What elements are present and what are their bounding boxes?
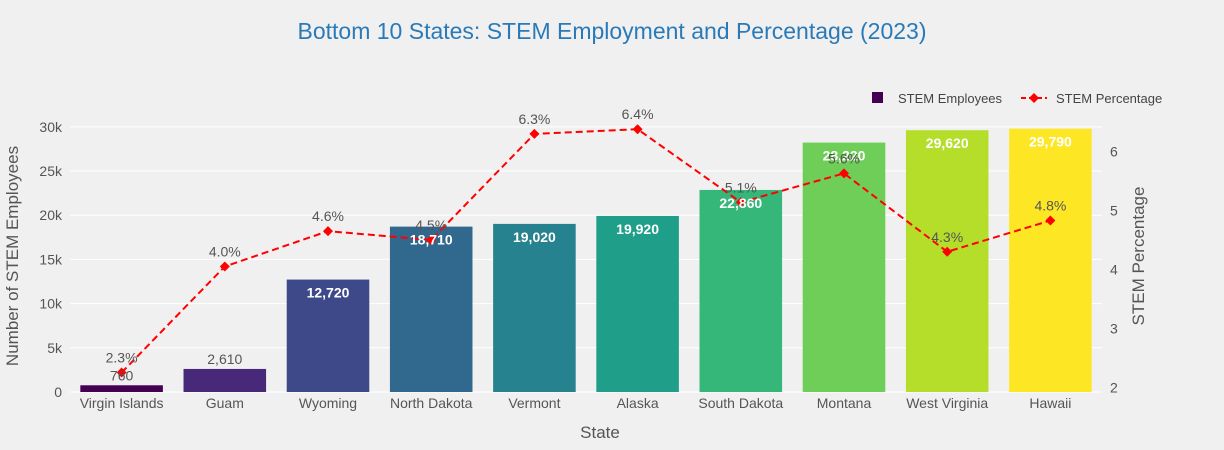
y2-axis-title: STEM Percentage [1129,187,1148,326]
percentage-point[interactable] [942,246,953,257]
legend-swatch-stem-employees [872,92,883,103]
y-tick-label: 25k [39,163,63,179]
percentage-point[interactable] [219,261,230,272]
bar[interactable] [286,279,370,392]
percentage-point[interactable] [323,226,333,237]
bar[interactable] [596,215,679,392]
legend-label-stem-employees: STEM Employees [898,91,1003,106]
legend-marker-stem-percentage [1029,93,1039,103]
y-tick-label: 5k [47,340,63,356]
x-tick-label: Wyoming [299,395,357,411]
percentage-point[interactable] [839,168,849,179]
bar[interactable] [389,226,473,392]
bar-value-label: 760 [110,367,134,383]
x-tick-label: West Virginia [906,395,988,411]
data-labels: 760 2,610 12,720 18,710 19,020 19,920 22,860 28… [106,106,1072,383]
bar[interactable] [80,385,163,392]
bar-value-label: 18,710 [410,232,453,248]
bar-value-label: 2,610 [207,351,242,367]
x-tick-label: Hawaii [1029,395,1071,411]
bar[interactable] [493,223,576,392]
bars [80,128,1092,393]
bar-value-label: 28,220 [823,148,866,164]
bar-value-label: 29,620 [926,135,969,151]
y-tick-label: 10k [39,296,63,312]
bar[interactable] [905,130,989,392]
y-tick-label: 15k [39,251,63,267]
percentage-value-label: 5.1% [725,179,757,195]
x-tick-label: North Dakota [390,395,473,411]
bar[interactable] [699,189,783,392]
percentage-point[interactable] [632,124,643,135]
bar[interactable] [183,368,267,392]
bar-value-label: 29,790 [1029,134,1072,150]
axes: 0 5k 10k 15k 20k 25k 30k 2 3 4 5 6 Virgin Islands Gua… [39,119,1118,411]
x-axis-title: State [580,423,620,442]
grid-lines [70,126,1102,393]
x-tick-label: Virgin Islands [80,395,164,411]
x-tick-label: Alaska [617,395,659,411]
bar-value-label: 19,920 [616,221,659,237]
y2-tick-label: 5 [1110,203,1118,219]
percentage-point[interactable] [426,234,437,245]
chart-title: Bottom 10 States: STEM Employment and Pe… [298,18,927,44]
percentage-point[interactable] [116,367,127,378]
y-tick-label: 30k [39,119,63,135]
percentage-value-label: 6.3% [518,111,550,127]
bar-value-label: 12,720 [307,285,350,301]
y2-tick-label: 4 [1110,261,1118,277]
percentage-value-label: 4.5% [415,217,447,233]
percentage-value-label: 4.0% [209,243,241,259]
percentage-line-path [120,128,1051,374]
x-tick-label: Vermont [508,395,560,411]
bar-value-label: 19,020 [513,229,556,245]
y-axis-title: Number of STEM Employees [3,146,22,366]
percentage-value-label: 4.3% [931,229,963,245]
legend-label-stem-percentage: STEM Percentage [1056,91,1162,106]
bar[interactable] [1009,128,1092,393]
x-tick-label: South Dakota [698,395,783,411]
percentage-value-label: 2.3% [106,350,138,366]
legend[interactable]: STEM Employees STEM Percentage [872,91,1162,106]
percentage-value-label: 5.6% [828,150,860,166]
x-tick-label: Montana [817,395,872,411]
percentage-line [116,124,1056,378]
y2-tick-label: 3 [1110,320,1118,336]
y-tick-label: 0 [54,384,62,400]
y-tick-label: 20k [39,207,63,223]
bar[interactable] [802,142,886,392]
bar-value-label: 22,860 [719,195,762,211]
y2-tick-label: 2 [1110,379,1118,395]
percentage-value-label: 4.6% [312,208,344,224]
percentage-value-label: 4.8% [1034,198,1066,214]
y2-tick-label: 6 [1110,144,1118,160]
x-tick-label: Guam [206,395,244,411]
percentage-point[interactable] [735,197,746,208]
percentage-point[interactable] [529,128,540,139]
percentage-value-label: 6.4% [622,106,654,122]
percentage-point[interactable] [1045,215,1056,226]
